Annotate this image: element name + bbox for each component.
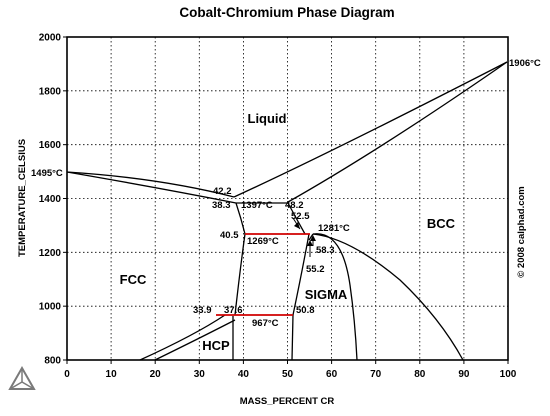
x-tick-label: 0 [64, 369, 70, 380]
x-tick-label: 60 [326, 369, 338, 380]
fcc-solvus-high [235, 202, 246, 235]
label-1906C: 1906°C [509, 58, 541, 69]
phase-label-bcc: BCC [427, 216, 456, 231]
label-58-3: 58.3 [316, 245, 335, 256]
y-tick-label: 800 [44, 356, 61, 367]
y-axis-title: TEMPERATURE_CELSIUS [17, 139, 28, 257]
x-tick-label: 90 [458, 369, 470, 380]
y-tick-label: 2000 [39, 33, 62, 44]
bcc-solvus-high [287, 202, 306, 235]
y-tick-label: 1800 [39, 86, 62, 97]
phase-label-hcp: HCP [202, 338, 230, 353]
arrow-55-2-head [307, 240, 313, 246]
label-50-8: 50.8 [296, 305, 315, 316]
x-tick-label: 30 [194, 369, 206, 380]
label-38-3: 38.3 [212, 200, 231, 211]
sigma-congruent-tip [308, 233, 314, 241]
liquidus-left [66, 171, 235, 198]
hcp-boundary-left [139, 314, 226, 361]
x-tick-label: 50 [282, 369, 294, 380]
label-52-5: 52.5 [291, 211, 310, 222]
liquidus-right [233, 61, 508, 198]
y-tick-label: 1600 [39, 140, 62, 151]
label-1269C: 1269°C [247, 236, 279, 247]
sigma-left-boundary [292, 233, 310, 316]
x-tick-label: 70 [370, 369, 382, 380]
y-tick-label: 1200 [39, 248, 62, 259]
x-tick-label: 10 [106, 369, 118, 380]
sigma-left-low [291, 314, 294, 361]
copyright-text: © 2008 calphad.com [516, 186, 527, 277]
solidus-fcc [66, 171, 237, 204]
diagram-title: Cobalt-Chromium Phase Diagram [179, 5, 394, 20]
label-48-2: 48.2 [285, 200, 304, 211]
label-37-6: 37.6 [224, 305, 243, 316]
y-tick-label: 1000 [39, 302, 62, 313]
label-1495C: 1495°C [31, 168, 63, 179]
phase-label-liquid: Liquid [248, 111, 287, 126]
label-40-5: 40.5 [220, 230, 239, 241]
label-967C: 967°C [252, 318, 279, 329]
x-tick-label: 40 [238, 369, 250, 380]
phase-label-fcc: FCC [120, 272, 147, 287]
bcc-solvus-low [312, 233, 464, 361]
x-axis-title: MASS_PERCENT CR [240, 396, 335, 407]
label-1397C: 1397°C [241, 200, 273, 211]
x-tick-label: 20 [150, 369, 162, 380]
x-tick-label: 100 [500, 369, 517, 380]
phase-boundaries [66, 61, 508, 361]
label-33-9: 33.9 [193, 305, 212, 316]
solidus-bcc [287, 61, 508, 203]
label-1281C: 1281°C [318, 223, 350, 234]
label-55-2: 55.2 [306, 264, 325, 275]
label-42-2: 42.2 [213, 186, 232, 197]
arrow-58-3-head [310, 235, 316, 241]
fcc-boundary-low [234, 233, 246, 316]
axis-ticks: 0 10 20 30 40 50 60 70 80 90 100 800 1000 1200 1400 160… [39, 33, 517, 381]
grid [67, 37, 508, 360]
phase-label-sigma: SIGMA [305, 287, 348, 302]
y-tick-label: 1400 [39, 194, 62, 205]
arrow-52-5-head [294, 222, 300, 229]
x-tick-label: 80 [414, 369, 426, 380]
calphad-triangle-logo-icon [8, 365, 36, 390]
hcp-boundary-right [154, 319, 236, 361]
